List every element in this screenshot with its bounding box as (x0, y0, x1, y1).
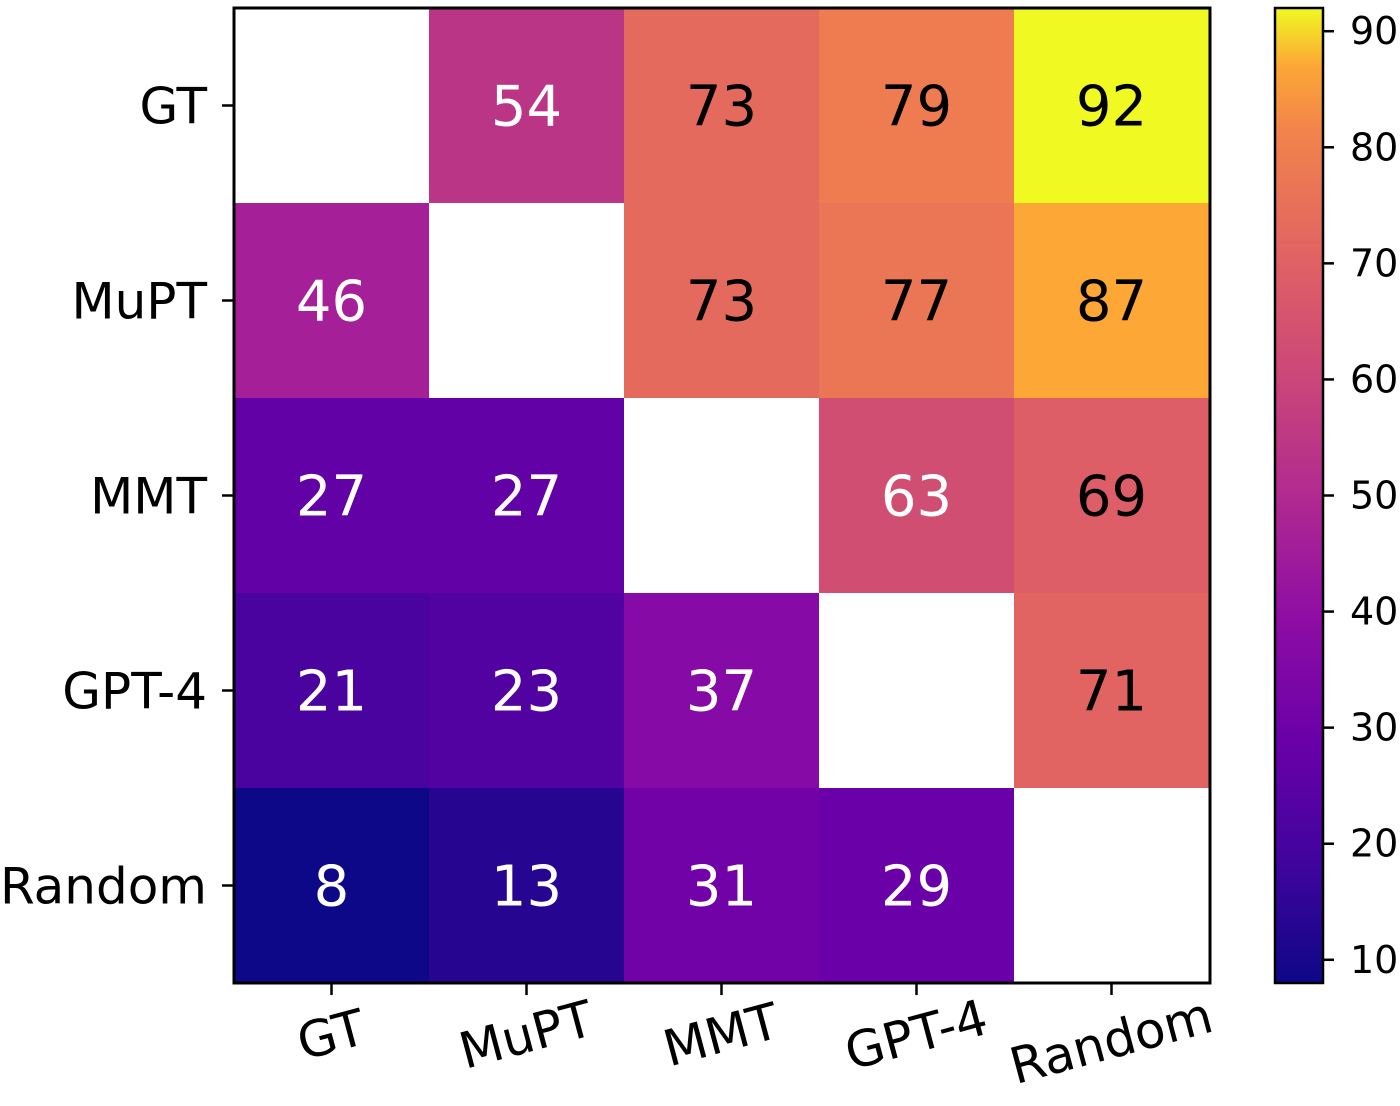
cell-mupt-mupt-empty (429, 203, 624, 398)
x-tick-label: GT (291, 998, 372, 1072)
cell-gpt-4-gpt-4-empty (819, 593, 1014, 788)
cell-random-gt-label: 8 (314, 855, 350, 920)
cell-mupt-mmt (624, 203, 820, 399)
cell-gt-mmt (624, 8, 820, 204)
cell-mupt-gt-label: 46 (296, 270, 367, 335)
colorbar-tick-label: 60 (1350, 357, 1398, 401)
cell-mupt-gpt-4-label: 77 (881, 270, 952, 335)
cell-gpt-4-mupt-label: 23 (491, 660, 562, 725)
colorbar-tick-label: 90 (1350, 9, 1398, 53)
colorbar-tick-label: 30 (1350, 706, 1398, 750)
colorbar-tick-label: 70 (1350, 241, 1398, 285)
cell-random-gpt-4-label: 29 (881, 855, 952, 920)
cell-gpt-4-gt-label: 21 (296, 660, 367, 725)
y-tick-label: GPT-4 (62, 663, 207, 721)
colorbar-tick-label: 40 (1350, 590, 1398, 634)
colorbar-ticks: 10 20 30 40 50 60 70 80 90 (1323, 9, 1398, 982)
x-tick-label: MMT (657, 992, 785, 1078)
colorbar-tick-label: 80 (1350, 125, 1398, 169)
cell-mmt-gt (234, 398, 430, 594)
cell-mupt-random-label: 87 (1076, 270, 1147, 335)
x-tick-label: MuPT (453, 989, 599, 1080)
cell-random-random-empty (1014, 788, 1209, 983)
colorbar-gradient (1275, 8, 1323, 983)
cell-gpt-4-gt (234, 593, 430, 789)
x-tick-label: Random (1004, 986, 1219, 1096)
cell-mmt-gpt-4-label: 63 (881, 465, 952, 530)
cell-mupt-mmt-label: 73 (686, 270, 757, 335)
cell-gpt-4-mmt-label: 37 (686, 660, 757, 725)
cell-random-mmt (624, 788, 820, 984)
cell-gpt-4-mmt (624, 593, 820, 789)
cell-gt-mupt (429, 8, 625, 204)
cell-random-mupt-label: 13 (491, 855, 562, 920)
cell-random-gt (234, 788, 430, 984)
colorbar-tick-label: 10 (1350, 938, 1398, 982)
cell-mupt-gpt-4 (819, 203, 1015, 399)
cell-mmt-mmt-empty (624, 398, 819, 593)
cell-gt-gt-empty (234, 8, 429, 203)
cell-gt-random-label: 92 (1076, 75, 1147, 140)
x-tick-label: GPT-4 (839, 988, 994, 1081)
cell-mmt-random-label: 69 (1076, 465, 1147, 530)
cell-gt-mupt-label: 54 (491, 75, 562, 140)
cell-gt-gpt-4 (819, 8, 1015, 204)
y-axis-ticks: GT MuPT MMT GPT-4 Random (0, 78, 234, 916)
cell-random-gpt-4 (819, 788, 1015, 984)
cell-mmt-gpt-4 (819, 398, 1015, 594)
y-tick-label: GT (139, 78, 207, 136)
colorbar-tick-label: 50 (1350, 474, 1398, 518)
cell-gt-gpt-4-label: 79 (881, 75, 952, 140)
cell-mmt-mupt (429, 398, 625, 594)
cell-gt-mmt-label: 73 (686, 75, 757, 140)
cell-gpt-4-random-label: 71 (1076, 660, 1147, 725)
heatmap-cells (234, 8, 1210, 984)
heatmap-cell-labels: 54 73 79 92 46 73 77 87 27 27 63 69 21 23 37 71 8 13 31 29 (296, 75, 1147, 920)
x-axis-ticks: GT MuPT MMT GPT-4 Random (291, 983, 1219, 1096)
cell-mmt-gt-label: 27 (296, 465, 367, 530)
colorbar: 10 20 30 40 50 60 70 80 90 (1273, 6, 1398, 985)
cell-gt-random (1014, 8, 1210, 204)
cell-mmt-mupt-label: 27 (491, 465, 562, 530)
colorbar-tick-label: 20 (1350, 822, 1398, 866)
y-tick-label: Random (0, 858, 207, 916)
cell-gpt-4-mupt (429, 593, 625, 789)
cell-random-mupt (429, 788, 625, 984)
cell-mupt-random (1014, 203, 1210, 399)
cell-mupt-gt (234, 203, 430, 399)
cell-random-mmt-label: 31 (686, 855, 757, 920)
y-tick-label: MMT (90, 468, 207, 526)
cell-gpt-4-random (1014, 593, 1210, 789)
cell-mmt-random (1014, 398, 1210, 594)
y-tick-label: MuPT (71, 273, 207, 331)
